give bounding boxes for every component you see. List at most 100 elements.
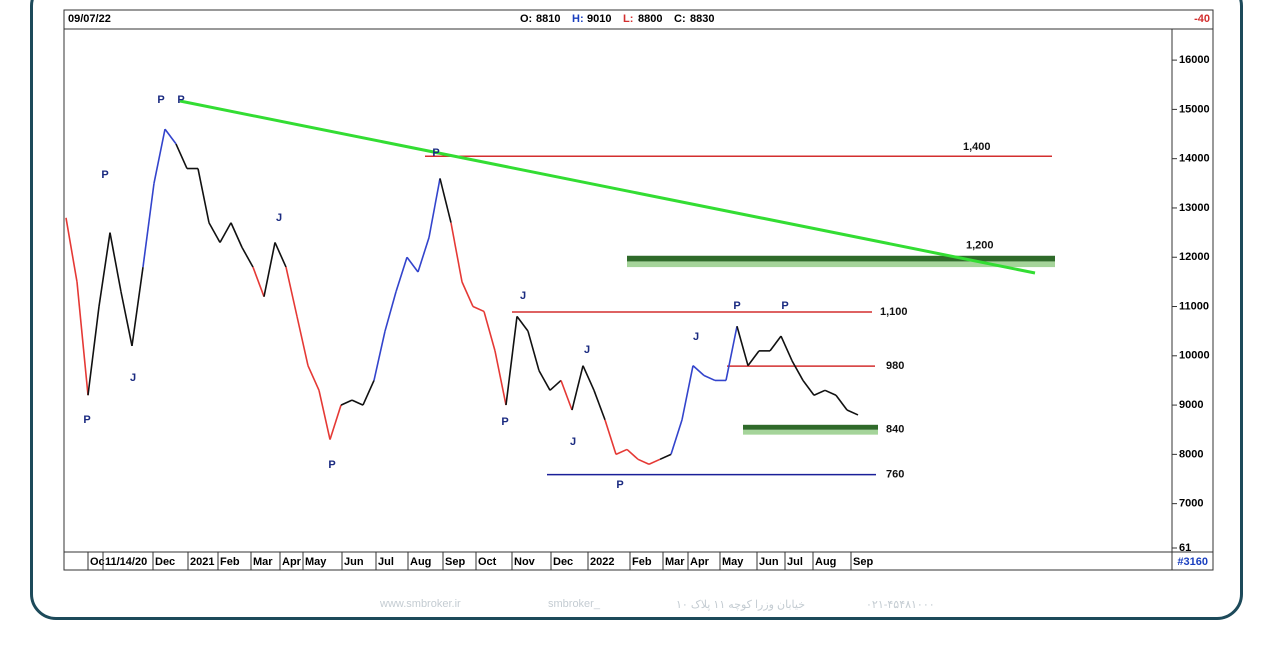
price-segment — [395, 256, 408, 292]
x-tick-label: Feb — [632, 556, 652, 568]
count: #3160 — [1177, 556, 1208, 568]
annotation: P — [177, 94, 184, 106]
instagram: smbroker_ — [548, 598, 600, 610]
price-segment — [769, 335, 782, 352]
price-segment — [780, 335, 793, 362]
price-segment — [197, 168, 210, 223]
price-segment — [252, 266, 265, 297]
annotation: P — [432, 147, 439, 159]
y-tick-label: 14000 — [1179, 153, 1210, 165]
x-tick-label: 2021 — [190, 556, 214, 568]
price-segment — [692, 365, 705, 377]
x-tick-label: Oct — [478, 556, 497, 568]
chart: 09/07/22 O: 8810 H: 9010 L: 8800 C: 8830… — [63, 9, 1214, 571]
price-segment — [329, 404, 342, 440]
x-tick-label: Apr — [282, 556, 302, 568]
price-segment — [241, 246, 254, 268]
price-segment — [406, 256, 419, 273]
price-segment — [516, 315, 529, 332]
zone-light — [743, 429, 878, 435]
zone-dark — [743, 424, 878, 430]
price-segment — [340, 399, 353, 406]
zone-label: 1,200 — [966, 240, 994, 252]
price-segment — [351, 399, 364, 406]
x-tick-label: Sep — [445, 556, 465, 568]
price-segment — [164, 128, 177, 145]
level-label: 760 — [886, 468, 904, 480]
y-tick-label: 7000 — [1179, 498, 1203, 510]
price-segment — [175, 143, 188, 169]
price-segment — [98, 232, 111, 307]
x-tick-label: Nov — [514, 556, 536, 568]
x-tick-label: Mar — [665, 556, 685, 568]
x-tick-label: Oc — [90, 556, 105, 568]
price-segment — [681, 365, 694, 421]
price-segment — [362, 380, 375, 406]
l-value: 8800 — [638, 13, 662, 25]
y-tick-label: 16000 — [1179, 54, 1210, 66]
x-tick-label: Dec — [553, 556, 573, 568]
x-tick-label: Jun — [759, 556, 779, 568]
zone-dark — [627, 255, 1055, 262]
website: www.smbroker.ir — [380, 598, 461, 610]
price-segment — [428, 178, 441, 238]
frame — [30, 0, 1243, 620]
price-segment — [527, 330, 540, 371]
price-segment — [450, 222, 463, 283]
price-segment — [219, 222, 232, 243]
level-label: 1,400 — [963, 141, 991, 153]
price-segment — [703, 374, 716, 382]
x-tick-label: Mar — [253, 556, 273, 568]
price-segment — [637, 458, 650, 465]
price-segment — [417, 237, 430, 273]
price-segment — [318, 390, 331, 440]
price-segment — [824, 389, 837, 396]
price-segment — [483, 311, 496, 352]
zone-label: 840 — [886, 424, 904, 436]
price-segment — [461, 281, 474, 307]
address: خیابان وزرا کوچه ۱۱ پلاک ۱۰ — [676, 599, 805, 611]
phone: ۰۲۱-۴۵۴۸۱۰۰۰ — [866, 599, 935, 611]
price-segment — [109, 232, 122, 292]
x-tick-label: Apr — [690, 556, 710, 568]
price-segment — [813, 389, 826, 396]
annotation: P — [616, 479, 623, 491]
y-tick-label: 9000 — [1179, 399, 1203, 411]
annotation: J — [584, 344, 590, 356]
annotation: P — [157, 94, 164, 106]
price-segment — [659, 453, 672, 461]
price-segment — [131, 266, 144, 347]
c-value: 8830 — [690, 13, 714, 25]
chart-box — [63, 9, 1214, 571]
y-tick-label: 10000 — [1179, 350, 1210, 362]
price-segment — [604, 419, 617, 455]
price-segment — [296, 316, 309, 366]
price-segment — [835, 394, 848, 411]
price-segment — [593, 390, 606, 421]
price-segment — [274, 242, 287, 268]
price-segment — [802, 379, 815, 396]
price-segment — [472, 305, 485, 313]
trendline — [179, 99, 1036, 275]
y-tick-label: 11000 — [1179, 300, 1209, 312]
x-tick-label: May — [305, 556, 327, 568]
price-segment — [384, 291, 397, 332]
price-segment — [560, 380, 573, 411]
price-segment — [208, 222, 221, 243]
price-segment — [505, 316, 518, 406]
l-label: L: — [623, 13, 633, 25]
annotation: P — [83, 414, 90, 426]
date: 09/07/22 — [68, 13, 111, 25]
level-label: 980 — [886, 360, 904, 372]
x-tick-label: 2022 — [590, 556, 614, 568]
price-segment — [285, 266, 298, 317]
price-segment — [76, 281, 89, 396]
change: -40 — [1194, 13, 1210, 25]
price-segment — [626, 448, 639, 460]
h-value: 9010 — [587, 13, 611, 25]
price-segment — [615, 448, 628, 456]
price-segment — [153, 128, 166, 184]
x-tick-label: Feb — [220, 556, 240, 568]
annotation: P — [328, 459, 335, 471]
